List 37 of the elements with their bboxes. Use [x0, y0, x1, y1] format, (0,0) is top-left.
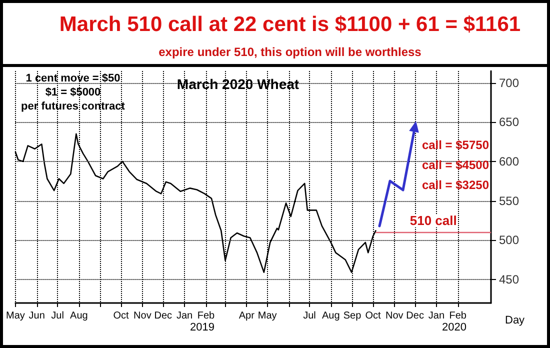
y-tick-label: 500 [499, 233, 520, 248]
annotation: per futures contract [21, 100, 126, 112]
x-tick-label: Aug [70, 310, 88, 322]
x-tick-label: Jul [51, 310, 64, 322]
y-tick-label: 650 [499, 115, 520, 130]
x-tick-label: Feb [197, 310, 215, 322]
y-tick-label: 700 [499, 76, 520, 90]
x-tick-label: Oct [365, 310, 381, 322]
y-tick-label: 450 [499, 272, 520, 286]
x-tick-label: Jul [303, 310, 316, 322]
ref-line-label: 510 call [410, 213, 457, 228]
x-tick-label: Apr [238, 310, 256, 322]
x-tick-label: Oct [113, 310, 130, 322]
annotation: $1 = $5000 [45, 86, 101, 98]
x-tick-label: Jan [428, 310, 445, 322]
x-axis-title: Day [505, 314, 526, 326]
text: 2020 [442, 322, 466, 334]
x-tick-label: Nov [385, 310, 404, 322]
x-tick-label: Feb [449, 310, 467, 322]
y-tick-label: 550 [499, 194, 520, 208]
annotation: call = $5750 [422, 138, 490, 152]
x-tick-label: Dec [154, 310, 172, 322]
x-tick-label: May [258, 310, 277, 322]
x-tick-label: Aug [322, 310, 340, 322]
x-tick-label: Jun [28, 310, 45, 322]
annotation: call = $3250 [422, 178, 490, 192]
x-tick-label: May [6, 310, 25, 322]
x-tick-label: Nov [134, 310, 152, 322]
text: 2019 [190, 322, 214, 334]
annotation: call = $4500 [422, 158, 490, 172]
chart-subtitle: expire under 510, this option will be worthless [158, 44, 422, 59]
chart-title: March 510 call at 22 cent is $1100 + 61 = $1161 [58, 12, 522, 37]
x-tick-label: Sep [343, 310, 362, 322]
x-tick-label: Jan [176, 310, 193, 322]
x-tick-label: Dec [406, 310, 424, 322]
y-tick-label: 600 [499, 154, 520, 168]
annotation: 1 cent move = $50 [26, 72, 120, 84]
